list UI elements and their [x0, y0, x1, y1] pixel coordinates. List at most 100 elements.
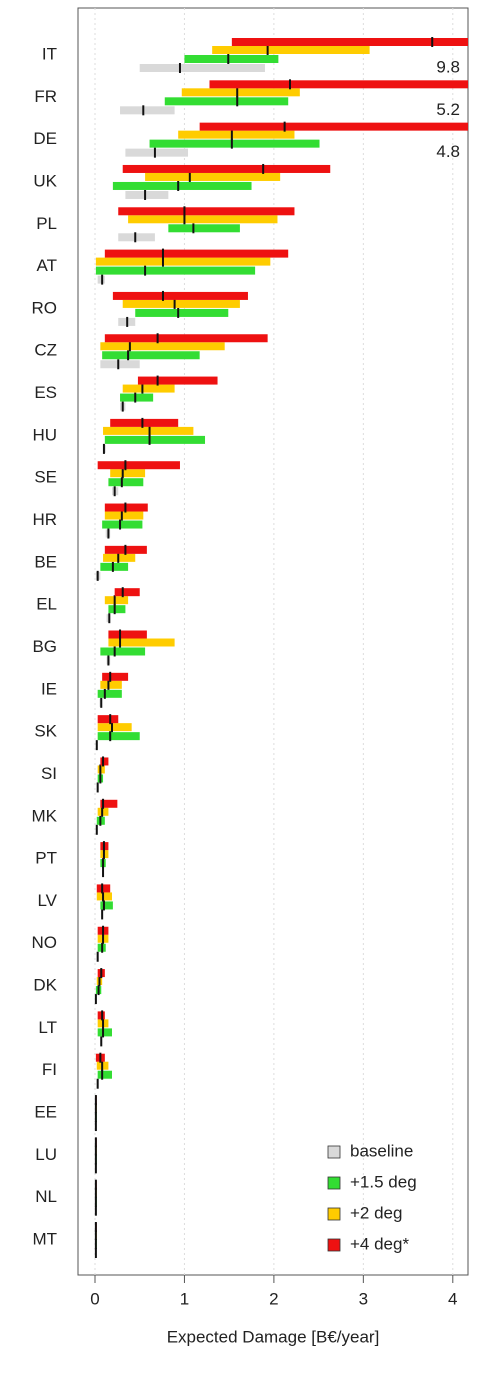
range-bar	[108, 605, 126, 614]
range-bar	[100, 901, 113, 910]
y-tick-label: SK	[34, 722, 57, 741]
range-bar	[110, 469, 146, 478]
range-bar	[97, 1028, 112, 1037]
range-bar	[108, 478, 144, 487]
legend-label: +1.5 deg	[350, 1172, 417, 1191]
y-tick-label: RO	[32, 298, 58, 317]
range-bar	[135, 308, 229, 317]
range-bar	[102, 520, 143, 529]
range-bar	[104, 596, 129, 605]
x-tick-label: 0	[90, 1289, 99, 1308]
range-bar	[97, 732, 140, 741]
range-bar	[125, 190, 169, 199]
range-bar	[100, 647, 146, 656]
y-tick-label: PT	[35, 849, 57, 868]
x-tick-label: 2	[269, 1289, 278, 1308]
y-tick-label: IT	[42, 44, 57, 63]
range-bar	[122, 384, 175, 393]
y-tick-label: BG	[32, 637, 57, 656]
range-bar	[97, 723, 132, 732]
legend-label: +2 deg	[350, 1203, 402, 1222]
range-bar	[231, 38, 468, 46]
range-bar	[181, 88, 300, 97]
y-tick-label: EL	[36, 595, 57, 614]
y-tick-label: LU	[35, 1145, 57, 1164]
range-bar	[100, 342, 225, 351]
y-tick-label: AT	[37, 256, 57, 275]
range-bar	[96, 892, 112, 901]
range-bar	[184, 55, 279, 63]
range-bar	[118, 207, 295, 216]
y-tick-label: NL	[35, 1187, 57, 1206]
y-tick-label: MK	[32, 806, 58, 825]
clipped-value-label: 5.2	[436, 100, 460, 119]
range-bar	[96, 884, 111, 893]
y-tick-label: LV	[37, 891, 57, 910]
range-bar	[97, 715, 119, 724]
range-bar	[108, 638, 175, 647]
range-bar	[102, 672, 129, 681]
range-bar	[100, 799, 118, 808]
y-tick-label: CZ	[34, 341, 57, 360]
legend-swatch	[327, 1145, 341, 1159]
y-tick-label: SI	[41, 764, 57, 783]
y-tick-label: IE	[41, 679, 57, 698]
range-bar	[97, 1070, 112, 1079]
range-bar	[164, 97, 289, 106]
range-bar	[108, 630, 147, 639]
y-tick-label: DE	[33, 129, 57, 148]
range-bar	[212, 46, 370, 54]
range-bar	[97, 689, 122, 698]
range-bar	[139, 64, 265, 72]
y-tick-label: LT	[38, 1018, 57, 1037]
legend-swatch	[327, 1207, 341, 1221]
range-bar	[122, 299, 240, 308]
legend-swatch	[327, 1238, 341, 1252]
range-bar	[110, 418, 179, 427]
range-bar	[104, 334, 268, 343]
range-bar	[125, 148, 189, 157]
range-bar	[149, 139, 320, 148]
x-axis-label: Expected Damage [B€/year]	[167, 1327, 380, 1346]
range-bar	[178, 130, 295, 139]
range-bar	[112, 291, 248, 300]
x-tick-label: 3	[359, 1289, 368, 1308]
range-bar	[120, 393, 154, 402]
range-bar	[95, 266, 256, 275]
range-bar	[100, 680, 122, 689]
y-tick-label: FI	[42, 1060, 57, 1079]
range-bar	[122, 164, 331, 173]
y-tick-label: UK	[33, 171, 57, 190]
y-tick-label: NO	[32, 933, 58, 952]
plot-area	[94, 37, 468, 1258]
x-tick-label: 1	[180, 1289, 189, 1308]
y-tick-label: ES	[34, 383, 57, 402]
y-tick-label: DK	[33, 976, 57, 995]
range-bar	[100, 562, 129, 571]
range-bar	[102, 351, 200, 360]
range-bar	[100, 757, 109, 766]
range-bar	[118, 233, 155, 242]
range-bar	[120, 106, 175, 115]
range-bar	[209, 80, 468, 89]
clipped-value-label: 4.8	[436, 142, 460, 161]
range-bar	[95, 257, 271, 266]
range-bar	[168, 224, 240, 233]
range-bar	[100, 360, 140, 369]
range-bar	[114, 588, 140, 597]
range-bar	[103, 426, 194, 435]
y-tick-label: FR	[34, 87, 57, 106]
legend-label: baseline	[350, 1141, 413, 1160]
y-tick-label: SE	[34, 468, 57, 487]
plot-frame	[77, 7, 469, 1276]
range-bar	[145, 172, 281, 181]
x-tick-label: 4	[448, 1289, 457, 1308]
legend-swatch	[327, 1176, 341, 1190]
range-bar	[128, 215, 278, 224]
range-bar	[104, 435, 206, 444]
y-tick-label: EE	[34, 1103, 57, 1122]
y-tick-label: HR	[32, 510, 57, 529]
range-bar	[104, 249, 289, 258]
range-bar	[112, 181, 252, 190]
legend-label: +4 deg*	[350, 1234, 409, 1253]
